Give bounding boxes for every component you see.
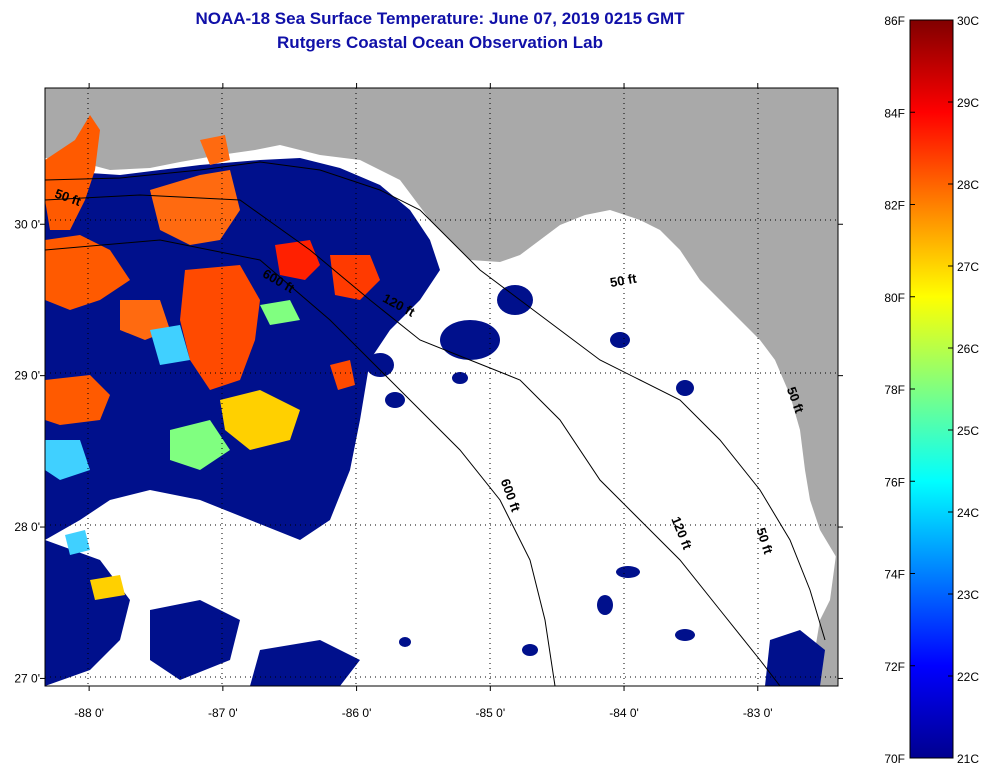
- lat-tick-label: 27 0': [14, 671, 40, 685]
- mid-temp-patches: [45, 300, 300, 600]
- map-subtitle: Rutgers Coastal Ocean Observation Lab: [277, 33, 603, 52]
- colorbar-c-label: 23C: [957, 588, 979, 602]
- colorbar-c-label: 26C: [957, 342, 979, 356]
- lon-tick-label: -85 0': [475, 706, 505, 720]
- colorbar-f-label: 70F: [884, 752, 905, 766]
- lat-tick-label: 30 0': [14, 217, 40, 231]
- colorbar-c-label: 29C: [957, 96, 979, 110]
- colorbar-c-label: 30C: [957, 14, 979, 28]
- lon-tick-label: -87 0': [208, 706, 238, 720]
- colorbar-f-label: 76F: [884, 475, 905, 489]
- colorbar: [909, 19, 954, 759]
- colorbar-c-label: 25C: [957, 424, 979, 438]
- colorbar-f-label: 78F: [884, 383, 905, 397]
- colorbar-c-label: 22C: [957, 670, 979, 684]
- lat-tick-label: 28 0': [14, 520, 40, 534]
- colorbar-c-label: 24C: [957, 506, 979, 520]
- warm-water-patches: [45, 115, 380, 425]
- colorbar-f-label: 86F: [884, 14, 905, 28]
- colorbar-fahrenheit-labels: 86F 84F 82F 80F 78F 76F 74F 72F 70F: [884, 14, 915, 766]
- map-frame: [44, 87, 839, 687]
- colorbar-f-label: 80F: [884, 291, 905, 305]
- colorbar-f-label: 82F: [884, 199, 905, 213]
- land-mass: [45, 88, 838, 560]
- lon-tick-label: -83 0': [743, 706, 773, 720]
- map-title: NOAA-18 Sea Surface Temperature: June 07…: [195, 9, 685, 28]
- longitude-axis: -88 0' -87 0' -86 0' -85 0' -84 0' -83 0': [74, 83, 773, 720]
- lon-tick-label: -86 0': [342, 706, 372, 720]
- colorbar-c-label: 27C: [957, 260, 979, 274]
- lon-tick-label: -84 0': [609, 706, 639, 720]
- lon-tick-label: -88 0': [74, 706, 104, 720]
- depth-contours: [45, 161, 826, 686]
- lat-tick-label: 29 0': [14, 369, 40, 383]
- latitude-axis: 30 0' 29 0' 28 0' 27 0': [14, 217, 843, 685]
- colorbar-f-label: 72F: [884, 660, 905, 674]
- colorbar-f-label: 84F: [884, 106, 905, 120]
- graticule: [45, 88, 838, 686]
- colorbar-f-label: 74F: [884, 568, 905, 582]
- depth-contour-label: 50 ft: [609, 271, 639, 291]
- colorbar-celsius-labels: 30C 29C 28C 27C 26C 25C 24C 23C 22C 21C: [948, 14, 979, 766]
- colorbar-c-label: 28C: [957, 178, 979, 192]
- colorbar-c-label: 21C: [957, 752, 979, 766]
